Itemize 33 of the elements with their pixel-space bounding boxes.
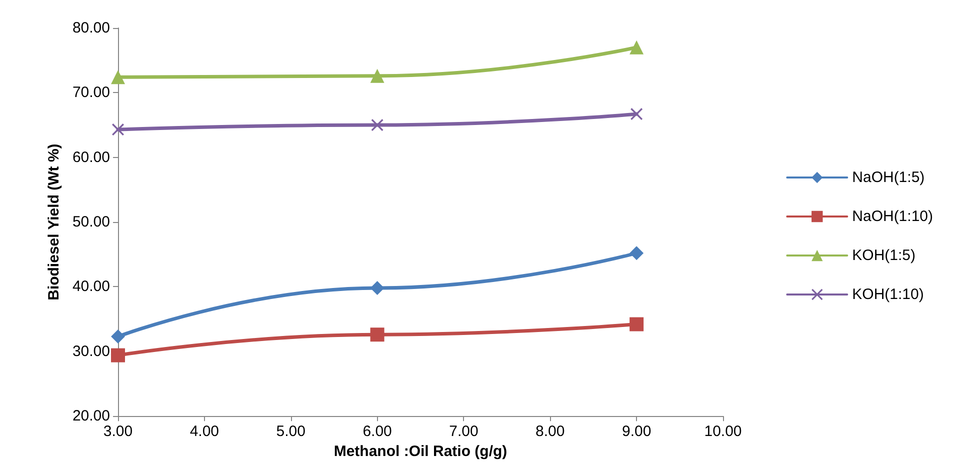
point (630, 40, 644, 54)
point (370, 281, 384, 296)
point (112, 124, 124, 136)
x-tick-label: 10.00 (704, 423, 742, 440)
point (111, 70, 125, 84)
legend-label: NaOH(1:10) (852, 208, 934, 225)
point (630, 108, 643, 120)
point (630, 317, 644, 332)
x-tick-label: 4.00 (190, 423, 220, 440)
x-tick-label: 6.00 (362, 423, 392, 440)
x-tick-label: 7.00 (449, 423, 478, 440)
x-tick-label: 5.00 (276, 423, 306, 440)
y-axis-title: Biodiesel Yield (Wt %) (46, 144, 63, 300)
y-tick-label: 40.00 (72, 278, 110, 296)
x-tick-label: 3.00 (103, 423, 133, 440)
x-tick-label: 9.00 (622, 423, 652, 440)
point (111, 330, 125, 344)
legend-label: KOH(1:5) (852, 247, 916, 264)
x-axis-title: Methanol :Oil Ratio (g/g) (334, 443, 508, 460)
x-tick-label: 8.00 (536, 423, 565, 440)
y-tick-label: 60.00 (72, 148, 110, 166)
legend-label: KOH(1:10) (852, 286, 924, 303)
legend-label: NaOH(1:5) (852, 169, 925, 186)
y-tick-label: 50.00 (72, 214, 110, 231)
y-tick-label: 70.00 (72, 84, 110, 102)
point (371, 119, 384, 132)
y-tick-label: 80.00 (72, 20, 110, 36)
point (630, 246, 644, 260)
point (370, 68, 384, 83)
point (111, 348, 125, 362)
y-tick-label: 30.00 (72, 342, 110, 360)
y-tick-label: 20.00 (72, 408, 110, 425)
point (370, 328, 384, 342)
